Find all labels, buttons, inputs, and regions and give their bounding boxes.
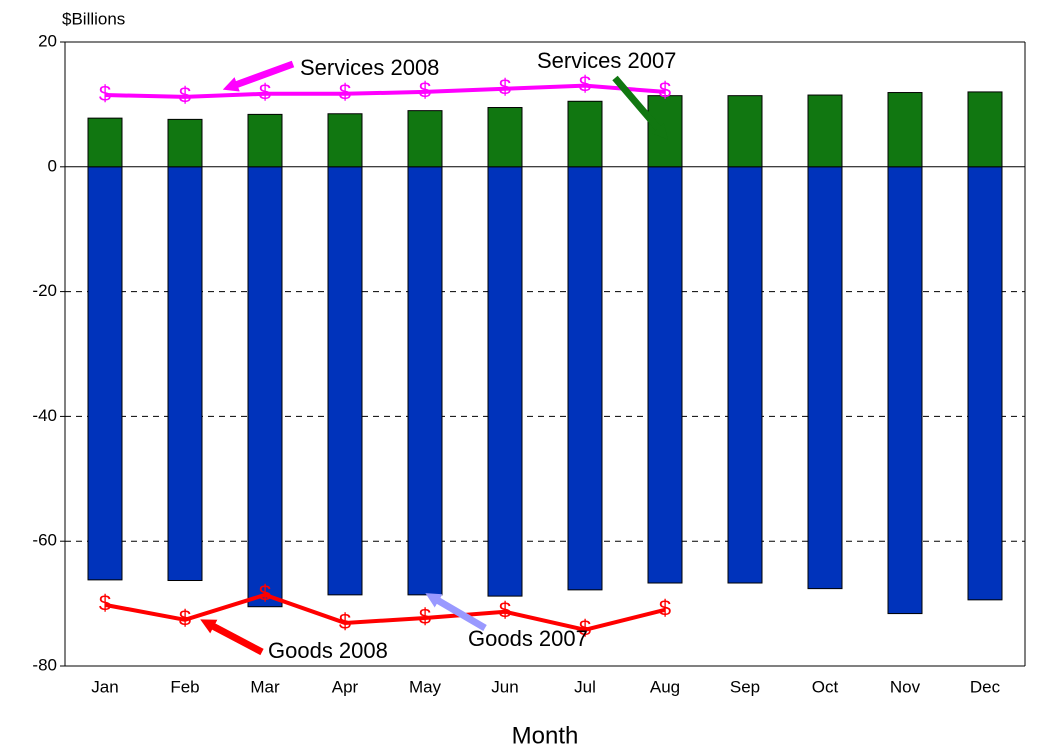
bar — [407, 110, 443, 168]
bar — [807, 94, 843, 168]
bar — [407, 166, 443, 596]
marker: $ — [659, 596, 671, 621]
bar — [87, 166, 123, 581]
marker: $ — [339, 80, 351, 105]
x-tick-label: Jun — [491, 677, 518, 696]
bar — [727, 166, 763, 584]
marker: $ — [579, 71, 591, 96]
bar — [327, 113, 363, 168]
bar — [647, 166, 683, 584]
x-tick-label: Feb — [170, 677, 199, 696]
annotation-arrow — [612, 75, 669, 140]
marker: $ — [579, 616, 591, 641]
marker: $ — [339, 609, 351, 634]
x-tick-label: Mar — [250, 677, 280, 696]
bar — [247, 166, 283, 608]
bar — [887, 92, 923, 168]
bar — [727, 95, 763, 168]
bar — [87, 117, 123, 168]
series-label: Services 2007 — [537, 48, 676, 73]
x-tick-label: Sep — [730, 677, 760, 696]
marker: $ — [419, 78, 431, 103]
annotation-arrow — [200, 619, 264, 656]
bar — [487, 107, 523, 168]
marker: $ — [259, 581, 271, 606]
x-tick-label: Nov — [890, 677, 921, 696]
marker: $ — [99, 591, 111, 616]
y-tick-label: -80 — [32, 655, 57, 674]
marker: $ — [419, 604, 431, 629]
bar — [247, 113, 283, 168]
bar — [167, 118, 203, 168]
annotation-arrow — [425, 593, 487, 632]
bar — [967, 91, 1003, 168]
x-tick-label: Jan — [91, 677, 118, 696]
bar — [567, 166, 603, 591]
series-label: Goods 2008 — [268, 638, 388, 663]
y-tick-label: -60 — [32, 531, 57, 550]
bar — [807, 166, 843, 590]
series-label: Goods 2007 — [468, 626, 588, 651]
annotation-arrow — [222, 60, 295, 92]
line — [104, 592, 666, 632]
bar — [487, 166, 523, 597]
series-label: Services 2008 — [300, 55, 439, 80]
marker: $ — [499, 598, 511, 623]
y-axis-label: $Billions — [62, 9, 125, 28]
y-tick-label: 0 — [48, 156, 57, 175]
bar — [327, 166, 363, 596]
marker: $ — [99, 81, 111, 106]
marker: $ — [259, 80, 271, 105]
bar — [967, 166, 1003, 601]
x-tick-label: Apr — [332, 677, 359, 696]
x-tick-label: Jul — [574, 677, 596, 696]
y-tick-label: 20 — [38, 31, 57, 50]
bar — [887, 166, 923, 615]
x-tick-label: Oct — [812, 677, 839, 696]
bar — [567, 100, 603, 168]
bar — [167, 166, 203, 582]
marker: $ — [659, 78, 671, 103]
marker: $ — [179, 606, 191, 631]
x-tick-label: May — [409, 677, 442, 696]
marker: $ — [499, 75, 511, 100]
marker: $ — [179, 83, 191, 108]
line — [104, 83, 666, 99]
x-tick-label: Aug — [650, 677, 680, 696]
y-tick-label: -40 — [32, 406, 57, 425]
x-tick-label: Dec — [970, 677, 1001, 696]
x-axis-label: Month — [512, 722, 579, 749]
y-tick-label: -20 — [32, 281, 57, 300]
